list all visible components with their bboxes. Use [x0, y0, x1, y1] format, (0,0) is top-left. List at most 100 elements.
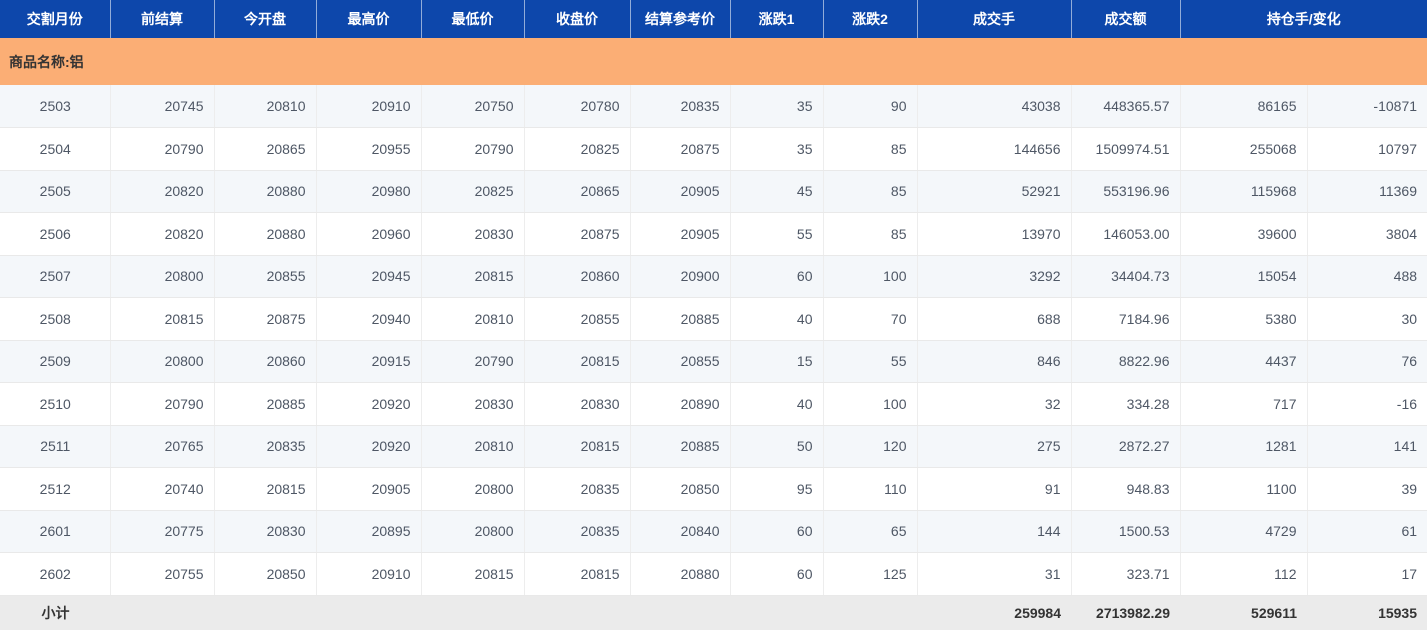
cell-oi-change: 3804: [1307, 212, 1427, 256]
commodity-group-row: 商品名称:铝: [0, 38, 1427, 85]
cell-low-price: 20815: [421, 255, 525, 298]
subtotal-row: 小计 259984 2713982.29 529611 15935: [0, 595, 1427, 630]
cell-change1: 60: [730, 510, 824, 553]
cell-turnover: 34404.73: [1071, 255, 1181, 298]
subtotal-close-price: [524, 595, 630, 630]
cell-prev-settlement: 20820: [110, 212, 215, 256]
cell-delivery-month: 2510: [0, 382, 111, 426]
cell-close-price: 20875: [524, 212, 631, 256]
cell-open-interest: 255068: [1180, 127, 1308, 171]
cell-delivery-month: 2507: [0, 255, 111, 298]
cell-change1: 95: [730, 467, 824, 511]
table-header-row: 交割月份 前结算 今开盘 最高价 最低价 收盘价 结算参考价 涨跌1 涨跌2 成交手 成交额 持仓手/…: [0, 0, 1427, 38]
cell-close-price: 20815: [524, 552, 631, 596]
cell-settlement-reference: 20875: [630, 127, 731, 171]
col-header-open-interest-change: 持仓手/变化: [1180, 0, 1427, 38]
cell-prev-settlement: 20765: [110, 425, 215, 468]
cell-open-interest: 15054: [1180, 255, 1308, 298]
table-row: 2509 20800 20860 20915 20790 20815 20855 15 55 84…: [0, 340, 1427, 383]
table-row: 2601 20775 20830 20895 20800 20835 20840 60 65 14…: [0, 510, 1427, 553]
cell-settlement-reference: 20885: [630, 425, 731, 468]
cell-prev-settlement: 20740: [110, 467, 215, 511]
col-header-prev-settlement: 前结算: [110, 0, 215, 38]
cell-change1: 15: [730, 340, 824, 383]
col-header-change2: 涨跌2: [823, 0, 918, 38]
col-header-turnover: 成交额: [1071, 0, 1181, 38]
cell-oi-change: -16: [1307, 382, 1427, 426]
cell-settlement-reference: 20835: [630, 85, 731, 128]
cell-oi-change: 17: [1307, 552, 1427, 596]
subtotal-change2: [823, 595, 917, 630]
cell-delivery-month: 2503: [0, 85, 111, 128]
table-row: 2512 20740 20815 20905 20800 20835 20850 95 110 9…: [0, 467, 1427, 511]
cell-turnover: 2872.27: [1071, 425, 1181, 468]
cell-low-price: 20830: [421, 212, 525, 256]
cell-high-price: 20940: [316, 297, 422, 341]
cell-change2: 120: [823, 425, 918, 468]
cell-today-open: 20875: [214, 297, 317, 341]
cell-low-price: 20810: [421, 425, 525, 468]
cell-high-price: 20960: [316, 212, 422, 256]
cell-close-price: 20835: [524, 510, 631, 553]
cell-low-price: 20825: [421, 170, 525, 213]
cell-low-price: 20800: [421, 510, 525, 553]
cell-prev-settlement: 20800: [110, 255, 215, 298]
cell-delivery-month: 2602: [0, 552, 111, 596]
cell-high-price: 20905: [316, 467, 422, 511]
subtotal-oi-change: 15935: [1307, 595, 1427, 630]
commodity-name-label: 商品名称:铝: [0, 38, 1427, 85]
cell-close-price: 20780: [524, 85, 631, 128]
cell-change1: 45: [730, 170, 824, 213]
cell-change1: 40: [730, 297, 824, 341]
cell-close-price: 20865: [524, 170, 631, 213]
cell-low-price: 20790: [421, 340, 525, 383]
col-header-today-open: 今开盘: [214, 0, 317, 38]
cell-today-open: 20815: [214, 467, 317, 511]
cell-low-price: 20830: [421, 382, 525, 426]
subtotal-change1: [730, 595, 823, 630]
cell-change1: 35: [730, 127, 824, 171]
cell-today-open: 20865: [214, 127, 317, 171]
cell-volume: 91: [917, 467, 1072, 511]
subtotal-prev-settlement: [110, 595, 214, 630]
col-header-change1: 涨跌1: [730, 0, 824, 38]
cell-volume: 13970: [917, 212, 1072, 256]
cell-change2: 100: [823, 255, 918, 298]
table-row: 2510 20790 20885 20920 20830 20830 20890 40 100 3…: [0, 382, 1427, 426]
table-row: 2508 20815 20875 20940 20810 20855 20885 40 70 68…: [0, 297, 1427, 341]
cell-open-interest: 1100: [1180, 467, 1308, 511]
cell-today-open: 20880: [214, 212, 317, 256]
cell-high-price: 20945: [316, 255, 422, 298]
cell-settlement-reference: 20855: [630, 340, 731, 383]
cell-close-price: 20835: [524, 467, 631, 511]
cell-prev-settlement: 20815: [110, 297, 215, 341]
cell-change2: 70: [823, 297, 918, 341]
cell-open-interest: 4729: [1180, 510, 1308, 553]
table-row: 2602 20755 20850 20910 20815 20815 20880 60 125 3…: [0, 552, 1427, 596]
cell-settlement-reference: 20850: [630, 467, 731, 511]
cell-delivery-month: 2505: [0, 170, 111, 213]
cell-open-interest: 5380: [1180, 297, 1308, 341]
cell-today-open: 20850: [214, 552, 317, 596]
cell-volume: 846: [917, 340, 1072, 383]
cell-oi-change: 30: [1307, 297, 1427, 341]
cell-close-price: 20855: [524, 297, 631, 341]
cell-settlement-reference: 20885: [630, 297, 731, 341]
cell-prev-settlement: 20790: [110, 382, 215, 426]
cell-prev-settlement: 20755: [110, 552, 215, 596]
table-row: 2506 20820 20880 20960 20830 20875 20905 55 85 13…: [0, 212, 1427, 256]
cell-today-open: 20885: [214, 382, 317, 426]
cell-close-price: 20815: [524, 425, 631, 468]
col-header-high-price: 最高价: [316, 0, 422, 38]
cell-delivery-month: 2506: [0, 212, 111, 256]
cell-oi-change: 61: [1307, 510, 1427, 553]
cell-close-price: 20860: [524, 255, 631, 298]
cell-settlement-reference: 20900: [630, 255, 731, 298]
cell-change1: 55: [730, 212, 824, 256]
cell-volume: 52921: [917, 170, 1072, 213]
cell-turnover: 948.83: [1071, 467, 1181, 511]
cell-today-open: 20855: [214, 255, 317, 298]
cell-change1: 35: [730, 85, 824, 128]
cell-oi-change: 76: [1307, 340, 1427, 383]
